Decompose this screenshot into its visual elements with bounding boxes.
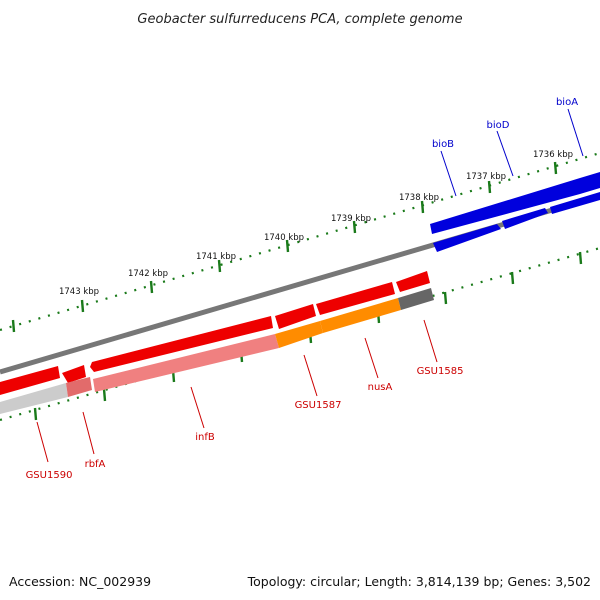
scale-label-1742: 1742 kbp — [128, 269, 168, 279]
gene-label-nusA: nusA — [368, 382, 393, 393]
GSU1585-leader — [423, 319, 438, 363]
scale-label-1737: 1737 kbp — [466, 172, 506, 182]
gene-nusA[interactable] — [316, 282, 395, 315]
topology-label: Topology: circular; Length: 3,814,139 bp… — [247, 574, 591, 589]
cds-GSU1585[interactable] — [398, 288, 434, 310]
scale-label-1739: 1739 kbp — [331, 214, 371, 224]
genome-title: Geobacter sulfurreducens PCA, complete g… — [137, 12, 462, 27]
cds-nusA[interactable] — [320, 298, 401, 333]
gene-label-GSU1590: GSU1590 — [26, 470, 73, 481]
gene-GSU1587[interactable] — [275, 304, 316, 329]
GSU1587-leader — [303, 354, 318, 397]
cds-infB[interactable] — [93, 334, 279, 392]
gene-label-bioD: bioD — [487, 120, 510, 131]
gene-infB[interactable] — [90, 316, 273, 372]
scale-label-1741: 1741 kbp — [196, 252, 236, 262]
inner-scale-track — [0, 246, 600, 422]
scale-label-1740: 1740 kbp — [264, 233, 304, 243]
gene-label-GSU1587: GSU1587 — [295, 400, 342, 411]
backbone-line — [0, 193, 600, 375]
nusA-leader — [364, 337, 379, 379]
gene-label-bioB: bioB — [432, 139, 454, 150]
cds-bioB[interactable] — [433, 224, 501, 252]
gene-rbfA[interactable] — [62, 365, 86, 383]
rbfA-leader — [82, 411, 95, 455]
cds-GSU1587[interactable] — [275, 321, 323, 348]
outer-scale-track — [0, 151, 600, 332]
cds-bioD[interactable] — [502, 208, 548, 229]
gene-label-rbfA: rbfA — [85, 459, 106, 470]
scale-label-1738: 1738 kbp — [399, 193, 439, 203]
infB-leader — [190, 386, 205, 429]
gene-GSU1585[interactable] — [396, 271, 430, 292]
accession-label: Accession: NC_002939 — [9, 574, 151, 589]
gene-label-infB: infB — [195, 432, 215, 443]
bioD-leader — [496, 130, 514, 177]
gene-label-GSU1585: GSU1585 — [417, 366, 464, 377]
cds-GSU1590[interactable] — [0, 383, 68, 414]
gene-bioB-forward[interactable] — [430, 172, 600, 234]
cds-bioA[interactable] — [550, 192, 600, 214]
scale-label-1736: 1736 kbp — [533, 150, 573, 160]
scale-label-1743: 1743 kbp — [59, 287, 99, 297]
gene-GSU1590[interactable] — [0, 366, 60, 395]
gene-label-bioA: bioA — [556, 97, 578, 108]
cds-rbfA[interactable] — [66, 377, 92, 397]
outer-major-ticks — [11, 161, 558, 333]
GSU1590-leader — [36, 421, 49, 463]
bioB-leader — [440, 150, 457, 197]
bioA-leader — [567, 108, 584, 157]
